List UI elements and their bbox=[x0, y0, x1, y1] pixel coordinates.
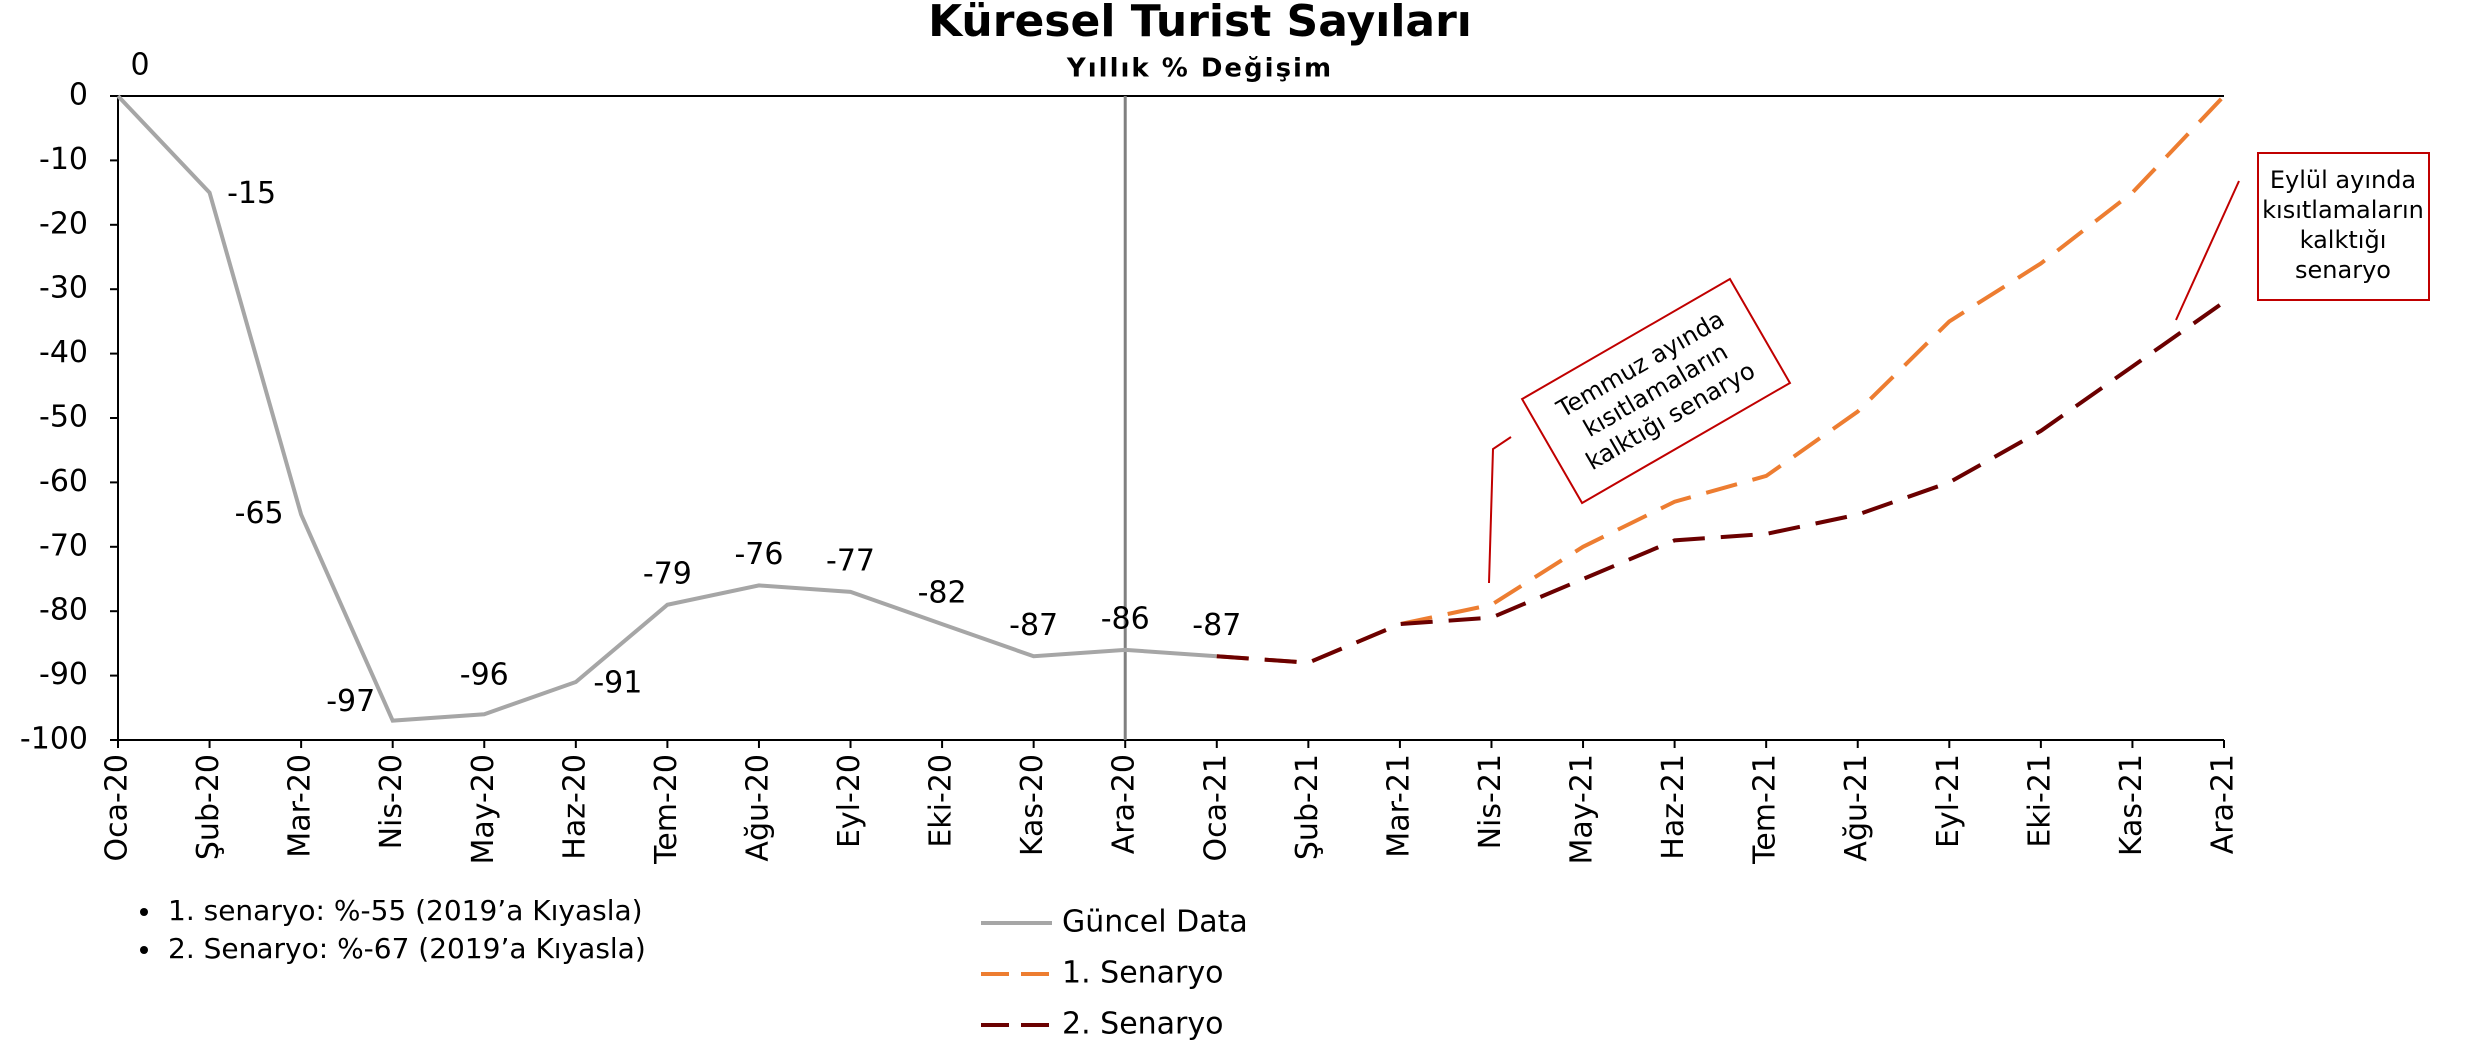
chart-subtitle: Yıllık % Değişim bbox=[1066, 54, 1333, 84]
x-tick-label: Haz-21 bbox=[1656, 754, 1691, 860]
annotation-text: Eylül ayında bbox=[2270, 166, 2416, 194]
legend-label: 1. Senaryo bbox=[1062, 956, 1224, 991]
x-tick-label: Eyl-21 bbox=[1931, 754, 1966, 848]
y-tick-label: -100 bbox=[20, 722, 88, 757]
x-tick-label: May-20 bbox=[466, 754, 501, 865]
x-tick-label: Kas-20 bbox=[1015, 754, 1050, 856]
annotation-box bbox=[1520, 277, 1792, 505]
chart-title: Küresel Turist Sayıları bbox=[928, 0, 1472, 47]
annotation-leader bbox=[1488, 436, 1512, 584]
data-label: -91 bbox=[593, 666, 642, 701]
data-label: -82 bbox=[918, 576, 967, 611]
data-label: -65 bbox=[235, 496, 284, 531]
y-tick-label: -50 bbox=[39, 400, 88, 435]
x-tick-label: Eyl-20 bbox=[832, 754, 867, 848]
data-label: -77 bbox=[826, 543, 875, 578]
y-tick-label: -20 bbox=[39, 206, 88, 241]
data-label: 0 bbox=[130, 48, 149, 83]
y-tick-label: -40 bbox=[39, 335, 88, 370]
annotation-box bbox=[2257, 152, 2430, 301]
note: 2. Senaryo: %-67 (2019’a Kıyasla) bbox=[168, 932, 646, 965]
data-label: -97 bbox=[326, 684, 375, 719]
y-tick-label: -80 bbox=[39, 593, 88, 628]
x-tick-label: Ara-20 bbox=[1107, 754, 1142, 854]
x-tick-label: Mar-21 bbox=[1381, 754, 1416, 858]
annotation-text: senaryo bbox=[2295, 256, 2391, 284]
y-tick-label: -60 bbox=[39, 464, 88, 499]
legend-label: 2. Senaryo bbox=[1062, 1007, 1224, 1042]
data-label: -96 bbox=[460, 658, 509, 693]
x-tick-label: Nis-21 bbox=[1473, 754, 1508, 849]
y-tick-label: -30 bbox=[39, 271, 88, 306]
x-tick-label: Tem-21 bbox=[1748, 754, 1783, 865]
x-tick-label: Şub-21 bbox=[1290, 754, 1325, 860]
series-line bbox=[1216, 300, 2226, 665]
data-label: -76 bbox=[734, 537, 783, 572]
note: 1. senaryo: %-55 (2019’a Kıyasla) bbox=[168, 894, 643, 927]
x-tick-label: Haz-20 bbox=[557, 754, 592, 860]
legend-label: Güncel Data bbox=[1062, 905, 1248, 940]
data-label: -87 bbox=[1009, 608, 1058, 643]
data-label: -79 bbox=[643, 556, 692, 591]
x-tick-label: Eki-20 bbox=[924, 754, 959, 848]
y-tick-label: -90 bbox=[39, 657, 88, 692]
x-tick-label: Eki-21 bbox=[2022, 754, 2057, 848]
x-tick-label: Oca-20 bbox=[100, 754, 135, 862]
x-tick-label: Ara-21 bbox=[2206, 754, 2241, 854]
annotation-text: kısıtlamaların bbox=[2262, 196, 2424, 224]
x-tick-label: Mar-20 bbox=[283, 754, 318, 858]
x-tick-label: Nis-20 bbox=[374, 754, 409, 849]
data-label: -86 bbox=[1101, 601, 1150, 636]
y-tick-label: -10 bbox=[39, 142, 88, 177]
data-label: -87 bbox=[1192, 608, 1241, 643]
x-tick-label: May-21 bbox=[1565, 754, 1600, 865]
bullet bbox=[140, 908, 148, 916]
y-tick-label: -70 bbox=[39, 528, 88, 563]
series-line bbox=[116, 94, 1217, 723]
x-tick-label: Tem-20 bbox=[649, 754, 684, 865]
bullet bbox=[140, 946, 148, 954]
data-label: -15 bbox=[227, 176, 276, 211]
x-tick-label: Kas-21 bbox=[2114, 754, 2149, 856]
x-tick-label: Şub-20 bbox=[191, 754, 226, 860]
x-tick-label: Oca-21 bbox=[1198, 754, 1233, 862]
x-tick-label: Ağu-20 bbox=[740, 754, 775, 862]
annotation-text: kalktığı bbox=[2300, 226, 2387, 254]
annotation-leader bbox=[2175, 180, 2240, 321]
x-tick-label: Ağu-21 bbox=[1839, 754, 1874, 862]
y-tick-label: 0 bbox=[69, 78, 88, 113]
